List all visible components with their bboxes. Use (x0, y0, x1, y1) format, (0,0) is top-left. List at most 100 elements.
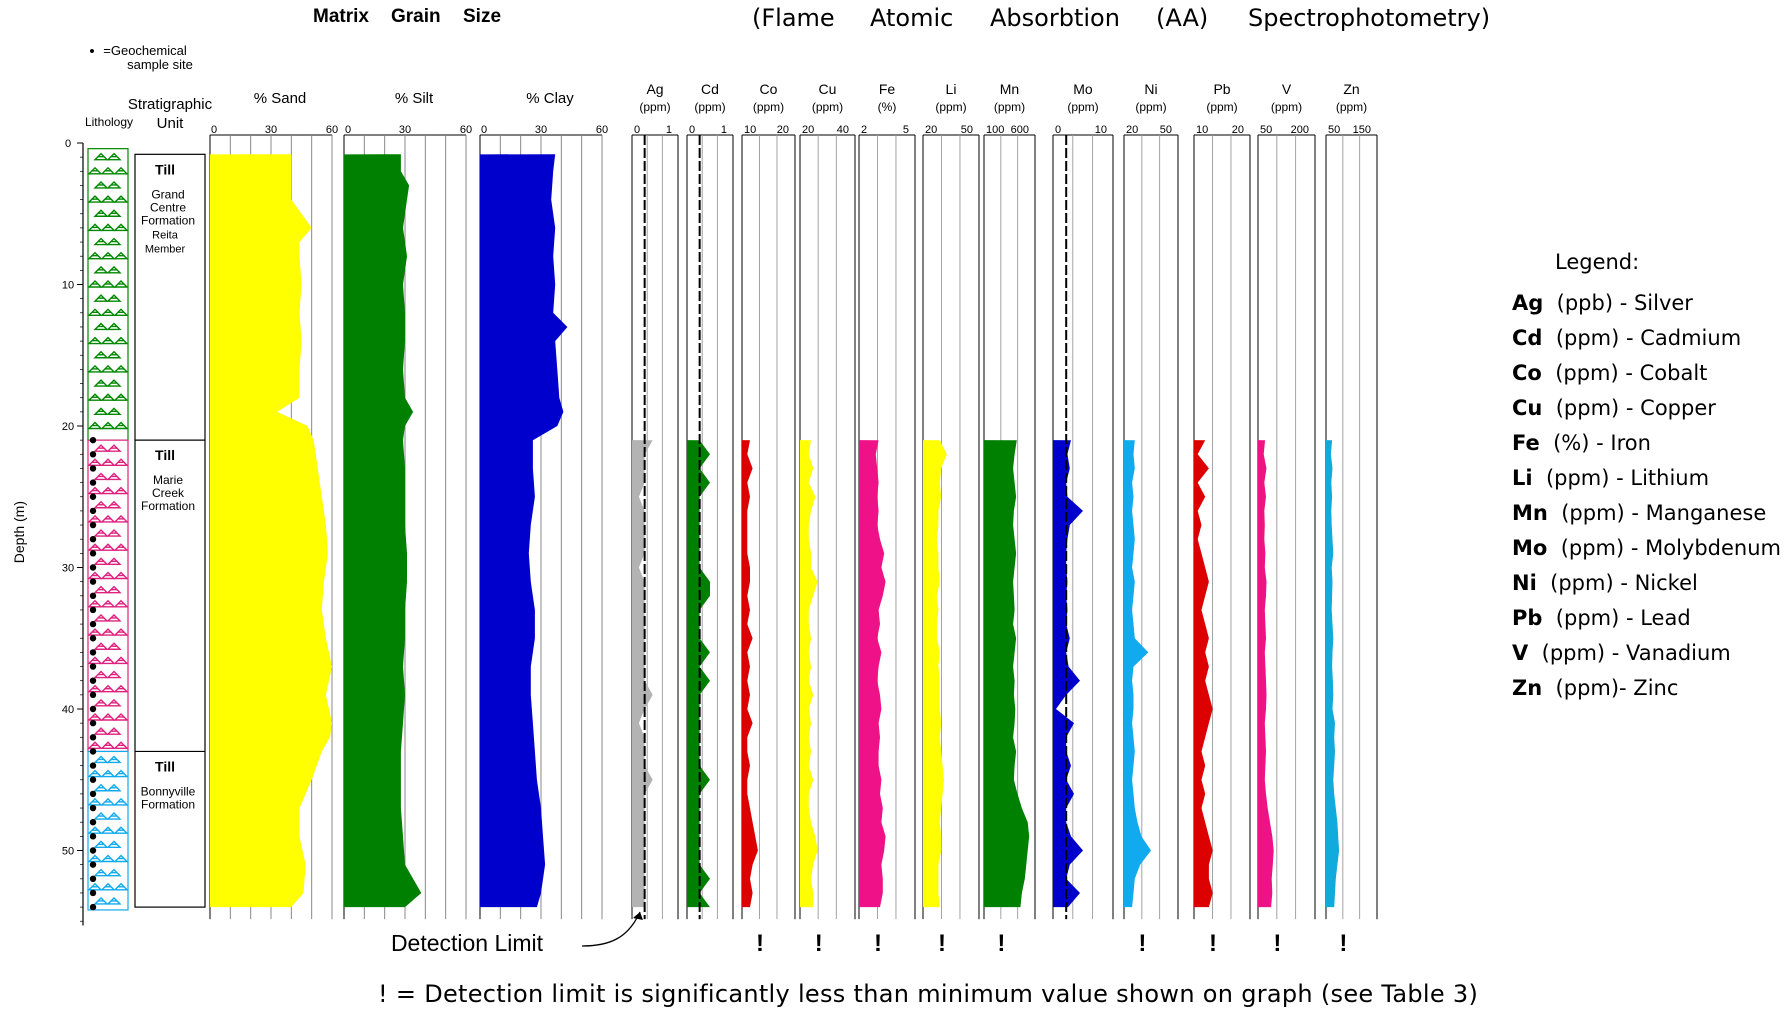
aa-title-word: (AA) (1156, 4, 1209, 32)
element-header-unit: (ppm) (1135, 100, 1166, 114)
grain-size-tick-label: 30 (535, 124, 547, 136)
element-header-symbol: Li (946, 81, 957, 97)
strat-unit-box (134, 153, 206, 908)
element-tick-label: 100 (986, 124, 1004, 136)
element-tick-label: 20 (802, 124, 814, 136)
legend-description: (ppm) - Manganese (1561, 501, 1767, 525)
sample-site-dot (89, 847, 97, 854)
legend-description: (ppm) - Copper (1555, 396, 1716, 420)
sample-site-dot (89, 436, 97, 444)
legend-symbol: V (1512, 641, 1529, 665)
legend-item: Mn (ppm) - Manganese (1512, 496, 1788, 531)
element-header-unit: (ppm) (639, 100, 670, 114)
depth-tick-label: 10 (62, 280, 74, 292)
element-tick-label: 20 (1126, 124, 1138, 136)
element-profile-v (1258, 440, 1274, 908)
sample-site-dot (89, 889, 97, 897)
grain-size-tick-label: 60 (326, 124, 338, 136)
grain-size-tick-label: 60 (460, 124, 472, 136)
element-tick-label: 50 (1260, 124, 1272, 136)
sample-site-dot (89, 804, 97, 812)
sample-site-dot (89, 465, 97, 472)
element-profile-co (742, 440, 758, 908)
sample-site-dot (89, 592, 97, 599)
element-tick-label: 50 (1160, 124, 1172, 136)
element-header-unit: (ppm) (1206, 100, 1237, 114)
detection-limit-mark: ! (1339, 930, 1347, 957)
element-tick-label: 0 (634, 124, 640, 136)
unit-name: Formation (141, 797, 195, 811)
detection-limit-mark: ! (815, 930, 823, 957)
sample-site-dot (89, 649, 97, 656)
unit-member: Reita (152, 229, 179, 241)
element-tick-label: 50 (961, 124, 973, 136)
sample-site-dot (89, 507, 97, 515)
element-profile-mn (984, 440, 1030, 908)
element-header-symbol: V (1282, 81, 1292, 97)
legend-item: Zn (ppm)- Zinc (1512, 671, 1788, 706)
lithology-zone-box (87, 148, 129, 441)
sample-site-dot (89, 578, 97, 585)
element-tick-label: 20 (1232, 124, 1244, 136)
matrix-title-word: Size (463, 6, 502, 27)
element-header-symbol: Mn (1000, 81, 1019, 97)
aa-title-word: Spectrophotometry) (1248, 4, 1491, 32)
element-header-symbol: Co (760, 81, 778, 97)
sample-site-dot (89, 635, 97, 642)
sample-site-dot (89, 719, 97, 727)
sample-site-dot (89, 875, 97, 882)
legend-description: (ppm) - Cadmium (1555, 326, 1742, 350)
element-tick-label: 10 (744, 124, 756, 136)
legend-description: (%) - Iron (1553, 431, 1651, 455)
lithology-zone (87, 750, 129, 911)
sample-site-dot (89, 762, 97, 769)
depth-axis-label: Depth (m) (11, 501, 27, 563)
unit-member: Member (145, 243, 186, 255)
element-tick-label: 150 (1353, 124, 1371, 136)
detection-limit-mark: ! (1273, 930, 1281, 957)
legend-description: (ppb) - Silver (1556, 291, 1693, 315)
unit-name: Formation (141, 499, 195, 513)
element-tick-label: 10 (1196, 124, 1208, 136)
depth-tick-label: 20 (62, 421, 74, 433)
sample-site-dot (89, 493, 97, 500)
legend-symbol: Ni (1512, 571, 1537, 595)
sample-site-dot (89, 748, 97, 755)
element-profile-ni (1124, 440, 1151, 908)
element-tick-label: 1 (721, 124, 727, 136)
element-header-symbol: Zn (1343, 81, 1359, 97)
grain-size-tick-label: 0 (345, 124, 351, 136)
aa-title-word: (Flame (752, 4, 835, 32)
footnote: ! = Detection limit is significantly les… (378, 980, 1479, 1008)
sample-site-dot (89, 691, 97, 699)
sample-site-dot (89, 705, 97, 713)
element-profile-zn (1326, 440, 1340, 908)
detection-limit-mark: ! (756, 930, 764, 957)
element-header-unit: (ppm) (694, 100, 725, 114)
aa-title-word: Absorbtion (990, 4, 1120, 32)
legend-description: (ppm) - Vanadium (1541, 641, 1731, 665)
element-header-unit: (ppm) (935, 100, 966, 114)
unit-name: Grand (151, 187, 184, 201)
element-header-symbol: Fe (879, 81, 896, 97)
unit-title: Till (155, 758, 175, 774)
grain-size-tick-label: 30 (399, 124, 411, 136)
unit-name: Formation (141, 213, 195, 227)
element-tick-label: 1 (666, 124, 672, 136)
legend-item: Fe (%) - Iron (1512, 426, 1788, 461)
strat-unit-header: Unit (157, 115, 185, 132)
element-header-unit: (%) (878, 100, 897, 114)
element-profile-ag (632, 440, 653, 908)
grain-size-tick-label: 0 (211, 124, 217, 136)
grain-size-tick-label: 30 (265, 124, 277, 136)
element-tick-label: 0 (689, 124, 695, 136)
element-header-symbol: Ag (646, 81, 663, 97)
legend-description: (ppm) - Molybdenum (1560, 536, 1782, 560)
legend-symbol: Cd (1512, 326, 1543, 350)
sample-site-dot (89, 521, 97, 529)
key-bullet: • (89, 43, 94, 60)
legend-item: V (ppm) - Vanadium (1512, 636, 1788, 671)
element-header-unit: (ppm) (1271, 100, 1302, 114)
element-tick-label: 600 (1011, 124, 1029, 136)
